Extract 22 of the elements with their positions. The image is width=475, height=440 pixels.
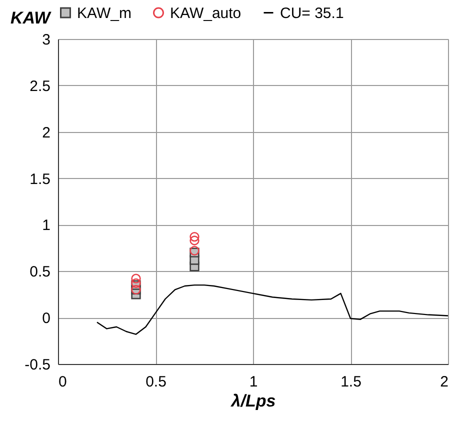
y-tick-label: -0.5 [24,356,50,374]
y-tick-label: 1 [42,217,50,234]
y-tick-label: 2.5 [30,78,50,95]
y-axis-title: KAW [10,8,52,28]
y-tick-label: 1.5 [30,170,50,188]
y-tick-label: 2 [42,124,50,142]
x-tick-label: 0.5 [146,374,166,390]
point [190,232,200,242]
y-tick-label: 3 [42,32,50,48]
legend-label: KAW_auto [170,4,242,22]
point [131,274,141,284]
y-tick-label: 0 [42,310,50,328]
legend-label: CU= 35.1 [280,4,344,22]
x-tick-label: 2 [440,374,448,390]
x-axis-title: λ/Lps [230,392,276,410]
x-tick-label: 1 [249,374,258,390]
x-tick-label: 1.5 [340,374,362,390]
y-tick-label: 0.5 [30,264,50,281]
x-tick-label: 0 [58,374,67,390]
legend-label: KAW_m [77,4,132,22]
line-series [96,284,449,335]
point [190,236,200,246]
